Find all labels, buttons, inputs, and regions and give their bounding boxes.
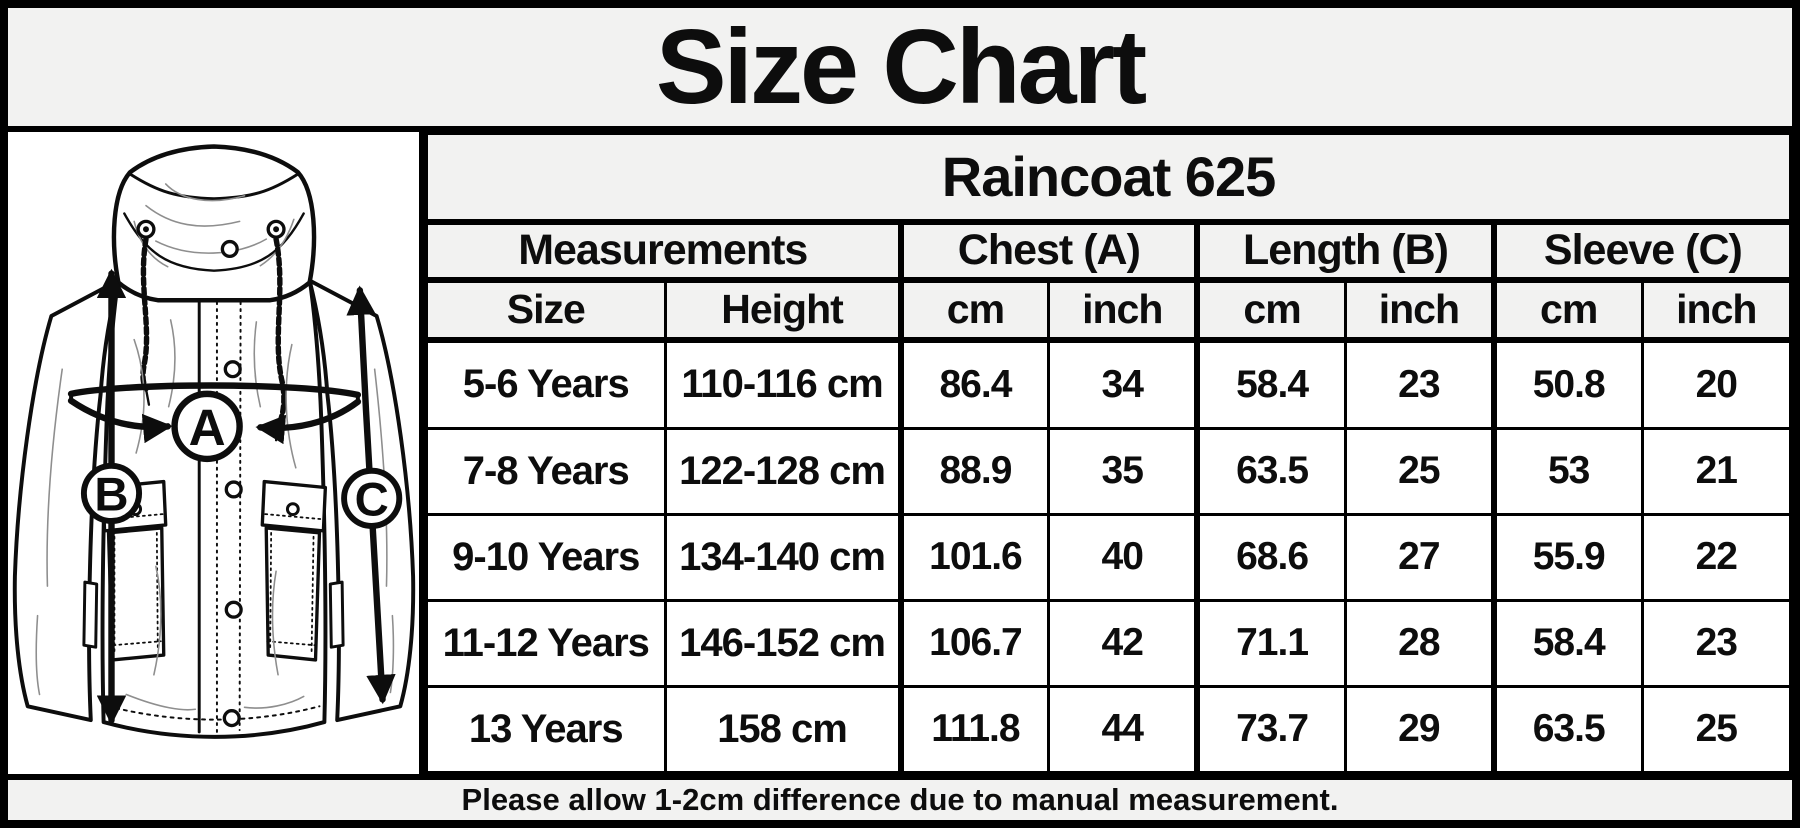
label-c: C [355, 473, 389, 526]
cell-length-inch: 28 [1343, 598, 1496, 688]
product-title-row: Raincoat 625 [425, 132, 1792, 225]
header-chest-cm: cm [897, 278, 1051, 343]
cell-sleeve-inch: 23 [1640, 598, 1793, 688]
header-size: Size [425, 278, 667, 343]
cell-sleeve-inch: 25 [1640, 684, 1793, 775]
cell-height: 122-128 cm [663, 426, 903, 516]
header-sleeve-cm: cm [1490, 278, 1644, 343]
header-length-inch: inch [1343, 278, 1496, 343]
cell-chest-inch: 34 [1047, 338, 1199, 430]
cell-size: 9-10 Years [425, 512, 667, 602]
cell-length-inch: 27 [1343, 512, 1496, 602]
header-sleeve: Sleeve (C) [1490, 220, 1792, 283]
table-row: 7-8 Years 122-128 cm 88.9 35 63.5 25 53 … [425, 426, 1793, 516]
raincoat-diagram: A B C [12, 144, 416, 739]
label-b-circle: B [80, 462, 143, 524]
cell-chest-cm: 106.7 [897, 598, 1051, 688]
size-table: Raincoat 625 Measurements Chest (A) Leng… [424, 132, 1793, 775]
cell-chest-inch: 44 [1047, 684, 1199, 775]
table-row: 5-6 Years 110-116 cm 86.4 34 58.4 23 50.… [425, 338, 1793, 430]
group-header-row: Measurements Chest (A) Length (B) Sleeve… [424, 220, 1792, 283]
page-title: Size Chart [655, 7, 1147, 126]
cell-chest-inch: 40 [1047, 512, 1199, 602]
cell-length-cm: 68.6 [1194, 512, 1347, 602]
title-band: Size Chart [8, 8, 1792, 132]
cell-size: 13 Years [425, 684, 667, 775]
content: A B C [8, 132, 1793, 775]
header-sleeve-inch: inch [1640, 278, 1793, 343]
header-height: Height [663, 278, 903, 343]
cell-length-cm: 71.1 [1194, 598, 1347, 688]
label-b: B [94, 468, 128, 521]
product-title: Raincoat 625 [425, 132, 1792, 225]
right-pocket [260, 479, 328, 662]
cell-size: 5-6 Years [425, 338, 667, 430]
cell-sleeve-cm: 58.4 [1490, 598, 1644, 688]
cell-length-cm: 63.5 [1194, 426, 1347, 516]
cell-chest-cm: 86.4 [897, 338, 1051, 430]
header-chest: Chest (A) [897, 220, 1199, 283]
footer-note: Please allow 1-2cm difference due to man… [461, 782, 1339, 817]
label-a: A [189, 399, 226, 456]
header-length: Length (B) [1194, 220, 1496, 283]
cell-sleeve-cm: 55.9 [1490, 512, 1644, 602]
cell-chest-cm: 111.8 [897, 684, 1051, 775]
measure-labels: A B C [80, 390, 403, 529]
cell-length-cm: 73.7 [1194, 684, 1347, 775]
label-a-circle: A [171, 390, 243, 463]
sub-header-row: Size Height cm inch cm inch cm inch [425, 278, 1793, 343]
label-c-circle: C [341, 467, 403, 529]
snap-buttons [220, 239, 243, 728]
cell-sleeve-cm: 50.8 [1490, 338, 1644, 430]
table-row: 9-10 Years 134-140 cm 101.6 40 68.6 27 5… [425, 512, 1793, 602]
cell-length-cm: 58.4 [1194, 338, 1347, 430]
cell-sleeve-inch: 20 [1640, 338, 1793, 430]
cell-chest-cm: 101.6 [897, 512, 1051, 602]
cell-chest-inch: 35 [1047, 426, 1199, 516]
cell-sleeve-cm: 53 [1490, 426, 1644, 516]
footer-band: Please allow 1-2cm difference due to man… [8, 774, 1792, 820]
cell-chest-cm: 88.9 [897, 426, 1051, 516]
cell-length-inch: 29 [1343, 684, 1496, 775]
cell-sleeve-inch: 21 [1640, 426, 1793, 516]
cell-height: 146-152 cm [663, 598, 903, 688]
cell-size: 7-8 Years [425, 426, 667, 516]
cell-height: 134-140 cm [663, 512, 903, 602]
table-row: 13 Years 158 cm 111.8 44 73.7 29 63.5 25 [425, 684, 1793, 775]
table-row: 11-12 Years 146-152 cm 106.7 42 71.1 28 … [425, 598, 1793, 688]
cell-length-inch: 25 [1343, 426, 1496, 516]
cell-sleeve-inch: 22 [1640, 512, 1793, 602]
raincoat-illustration-panel: A B C [8, 132, 425, 774]
size-table-panel: Raincoat 625 Measurements Chest (A) Leng… [424, 132, 1793, 775]
cell-size: 11-12 Years [425, 598, 667, 688]
cell-sleeve-cm: 63.5 [1490, 684, 1644, 775]
cell-length-inch: 23 [1343, 338, 1496, 430]
cell-height: 158 cm [663, 684, 903, 775]
header-length-cm: cm [1194, 278, 1347, 343]
cell-chest-inch: 42 [1047, 598, 1199, 688]
cell-height: 110-116 cm [663, 338, 903, 430]
header-measurements: Measurements [424, 220, 903, 283]
header-chest-inch: inch [1047, 278, 1199, 343]
